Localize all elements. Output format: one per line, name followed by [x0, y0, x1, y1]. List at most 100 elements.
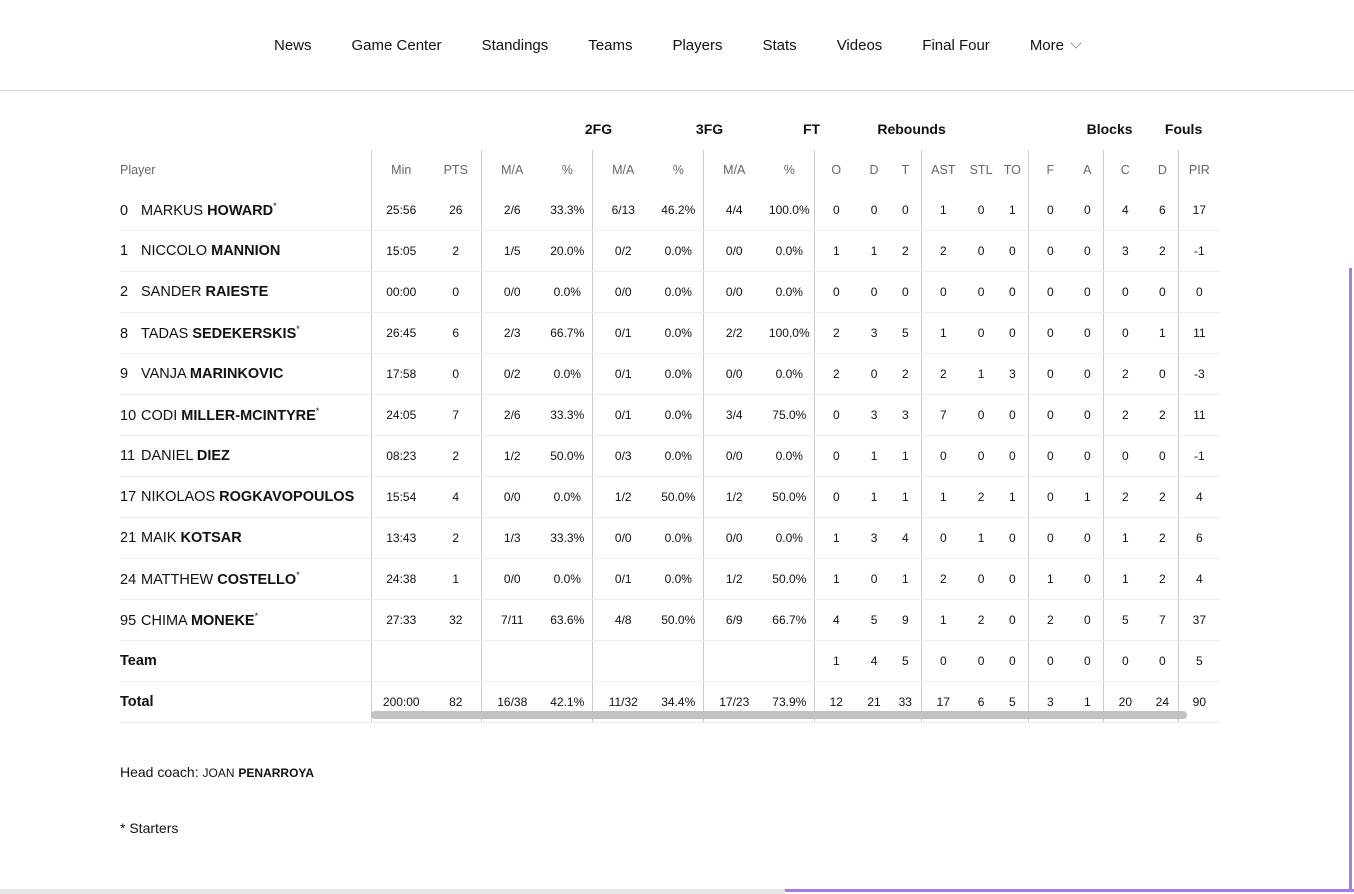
nav-link[interactable]: Game Center: [351, 36, 442, 54]
stat-cell: 4/4: [702, 190, 766, 231]
stat-cell: 1: [858, 476, 891, 518]
column-header: PTS: [443, 163, 468, 177]
stat-cell: 1: [1102, 517, 1148, 559]
stat-cell: 0: [813, 190, 859, 231]
stat-cell: 0: [890, 190, 922, 231]
stat-cell: 2: [431, 230, 481, 272]
box-score-table: 2FG 3FG FT Rebounds Blocks Fouls Player Min PTS M…: [120, 108, 1221, 723]
stat-cell: -3: [1177, 353, 1221, 395]
stat-cell: 0: [1177, 271, 1221, 313]
starter-mark: *: [315, 406, 320, 417]
stat-cell: 1: [920, 312, 966, 354]
player-row: 2 SANDER RAIESTE 00:00 0 0/0 0.0% 0/0 0.0% 0/0 0.…: [120, 271, 1221, 313]
total-label: Total: [120, 681, 371, 723]
stat-cell: 0/0: [702, 271, 766, 313]
nav-link[interactable]: Videos: [836, 36, 883, 54]
stat-cell: 0: [997, 435, 1029, 477]
empty-cell: [370, 640, 431, 682]
stat-cell: 0/1: [591, 394, 655, 436]
group-header: 2FG: [584, 121, 613, 137]
empty-cell: [591, 640, 655, 682]
empty-cell: [480, 640, 543, 682]
stat-cell: 0.0%: [765, 271, 815, 313]
stat-cell: 0.0%: [543, 476, 592, 518]
stat-cell: 1: [858, 435, 891, 477]
player-first-name: NIKOLAOS: [141, 489, 216, 505]
group-header: 3FG: [695, 121, 724, 137]
stat-cell: 0: [813, 394, 859, 436]
stat-cell: 0.0%: [654, 517, 704, 559]
column-header: %: [672, 163, 684, 177]
stat-cell: 7/11: [480, 599, 543, 641]
player-first-name: SANDER: [141, 284, 202, 300]
stat-cell: 0: [1072, 517, 1104, 559]
stat-cell: 90: [1177, 681, 1221, 723]
stat-cell: 0: [1027, 271, 1073, 313]
stat-cell: 2: [431, 435, 481, 477]
stat-cell: 6/9: [702, 599, 766, 641]
nav-link[interactable]: Teams: [588, 36, 633, 54]
stat-cell: 0: [965, 394, 998, 436]
player-last-name: COSTELLO: [217, 571, 297, 588]
group-header: [965, 108, 1072, 150]
stat-cell: 0: [1102, 312, 1148, 354]
stat-cell: 2: [431, 517, 481, 559]
stat-cell: 0/0: [702, 230, 766, 272]
stat-cell: 0: [1147, 353, 1179, 395]
stat-cell: 0: [1027, 435, 1073, 477]
nav-link[interactable]: News: [274, 36, 312, 54]
stat-cell: 0: [965, 190, 998, 231]
nav-link[interactable]: Standings: [481, 36, 549, 54]
stat-cell: 0.0%: [543, 558, 592, 600]
scrollbar[interactable]: [371, 711, 1187, 719]
stat-cell: 0: [965, 312, 998, 354]
stat-cell: 2/6: [480, 190, 543, 231]
player-number: 8: [120, 325, 129, 342]
stat-cell: 2: [890, 230, 922, 272]
player-last-name: KOTSAR: [180, 530, 242, 546]
head-coach: Head coach: JOAN PENARROYA: [120, 764, 314, 780]
stat-cell: 0.0%: [765, 517, 815, 559]
stat-cell: 1/3: [480, 517, 543, 559]
stat-cell: 0/1: [591, 353, 655, 395]
player-cell: 8 TADAS SEDEKERSKIS*: [120, 312, 371, 354]
player-number: 21: [120, 530, 137, 546]
nav-link[interactable]: Final Four: [922, 36, 990, 54]
stat-cell: 50.0%: [543, 435, 592, 477]
stat-cell: 50.0%: [654, 476, 704, 518]
stat-cell: 0: [1072, 312, 1104, 354]
column-header: D: [869, 163, 879, 177]
stat-cell: 3: [997, 353, 1029, 395]
player-number: 17: [120, 489, 137, 505]
nav-link[interactable]: Players: [672, 36, 723, 54]
column-header: M/A: [702, 150, 766, 190]
accent-border: [785, 889, 1354, 892]
player-row: 17 NIKOLAOS ROGKAVOPOULOS 15:54 4 0/0 0.0% 1/2…: [120, 476, 1221, 518]
nav-link[interactable]: More: [1030, 37, 1082, 54]
player-row: 1 NICCOLO MANNION 15:05 2 1/5 20.0% 0/2 0.0% 0/0…: [120, 230, 1221, 272]
stat-cell: 1: [920, 476, 966, 518]
starter-mark: *: [296, 570, 300, 581]
stat-cell: 0: [1027, 190, 1073, 231]
nav-link[interactable]: Stats: [762, 36, 797, 54]
player-cell: 9 VANJA MARINKOVIC: [120, 353, 371, 395]
column-header: O: [813, 150, 859, 190]
column-header: TO: [1003, 163, 1021, 177]
stat-cell: 0: [1102, 640, 1148, 682]
stat-cell: 2: [813, 312, 859, 354]
stat-cell: 11: [1177, 312, 1221, 354]
stat-cell: 0: [965, 640, 998, 682]
group-header: Blocks: [1086, 121, 1133, 137]
stat-cell: 0.0%: [765, 435, 815, 477]
stat-cell: 4: [1177, 558, 1221, 600]
column-header: PIR: [1177, 150, 1221, 190]
stat-cell: 33.3%: [543, 394, 592, 436]
column-header-row: Player Min PTS M/A% M/A% M/A% O D T AST STL TO F A C D P…: [120, 150, 1221, 190]
player-number: 95: [120, 612, 137, 629]
stat-cell: 4/8: [591, 599, 655, 641]
stat-cell: 2/2: [702, 312, 766, 354]
stat-cell: 0/0: [702, 435, 766, 477]
stat-cell: 37: [1177, 599, 1221, 641]
empty-cell: [543, 640, 592, 682]
stat-cell: 0: [965, 271, 998, 313]
